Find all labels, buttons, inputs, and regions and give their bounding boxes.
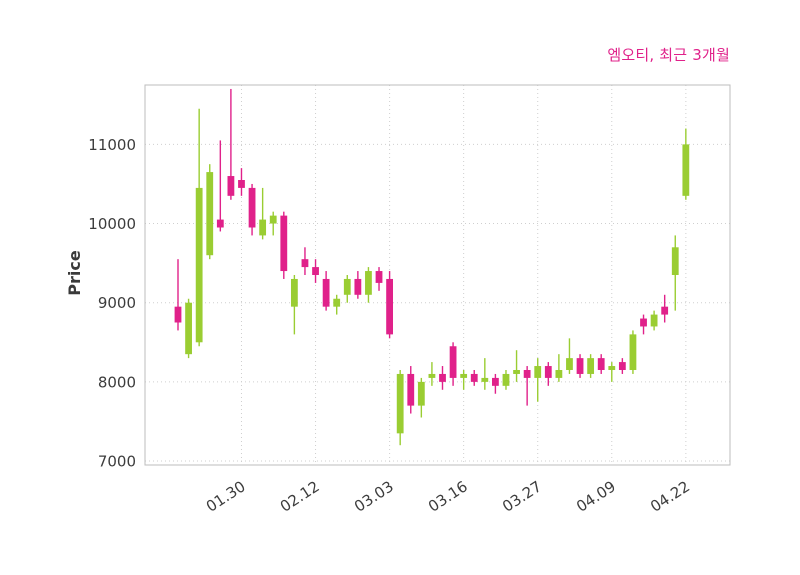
x-tick-label: 02.12: [277, 477, 323, 515]
candle: [206, 172, 214, 256]
candle: [544, 366, 552, 378]
candle: [269, 215, 277, 224]
candle: [238, 180, 245, 188]
candle: [555, 370, 563, 378]
y-axis-label: Price: [65, 250, 84, 296]
candle: [322, 278, 330, 307]
candle: [481, 377, 489, 382]
candle: [597, 358, 605, 370]
candle: [280, 215, 288, 272]
candle: [301, 259, 309, 268]
candle: [460, 373, 468, 378]
y-tick-label: 7000: [98, 453, 136, 471]
candle: [502, 373, 510, 386]
candle: [312, 267, 319, 275]
candle: [407, 373, 415, 406]
candle: [185, 302, 192, 355]
candle: [576, 358, 584, 374]
candle: [248, 187, 256, 228]
candle: [492, 377, 499, 386]
candle: [365, 271, 372, 295]
y-tick-label: 10000: [88, 215, 136, 233]
y-tick-label: 11000: [88, 136, 136, 154]
candle: [682, 144, 690, 196]
candle: [523, 370, 531, 378]
x-tick-label: 03.03: [351, 477, 397, 515]
candle: [227, 176, 235, 196]
x-tick-label: 04.22: [647, 477, 693, 515]
candle: [449, 346, 457, 378]
candle: [650, 314, 658, 327]
candle: [534, 366, 542, 378]
x-tick-label: 04.09: [573, 477, 619, 515]
candle: [629, 334, 637, 370]
candle: [428, 373, 436, 378]
chart-title: 엠오티, 최근 3개월: [607, 46, 730, 64]
candle: [417, 381, 425, 406]
candle: [354, 278, 362, 295]
candle: [587, 358, 595, 374]
candle: [386, 278, 393, 335]
candle: [290, 278, 298, 307]
candle: [216, 219, 224, 228]
candle: [513, 370, 520, 374]
candle: [671, 247, 679, 275]
candle: [470, 373, 478, 382]
candle: [375, 271, 383, 283]
candle: [333, 298, 341, 307]
y-tick-label: 8000: [98, 373, 136, 391]
candle: [608, 366, 616, 370]
candle: [618, 362, 626, 370]
candle: [259, 219, 267, 236]
candle: [439, 373, 446, 382]
x-tick-label: 01.30: [203, 477, 249, 515]
x-tick-label: 03.27: [499, 477, 545, 515]
plot-content: 7000 8000 9000 10000 11000 01.30 02.12 03.03 03.…: [88, 84, 731, 516]
y-tick-label: 9000: [98, 294, 136, 312]
candle: [566, 358, 573, 370]
candle: [174, 306, 182, 323]
candle: [640, 318, 647, 327]
candle: [396, 373, 404, 434]
plot-border: [144, 84, 731, 466]
candle: [661, 306, 669, 315]
candle: [195, 187, 203, 343]
x-tick-label: 03.16: [425, 477, 471, 515]
candle: [343, 278, 351, 295]
